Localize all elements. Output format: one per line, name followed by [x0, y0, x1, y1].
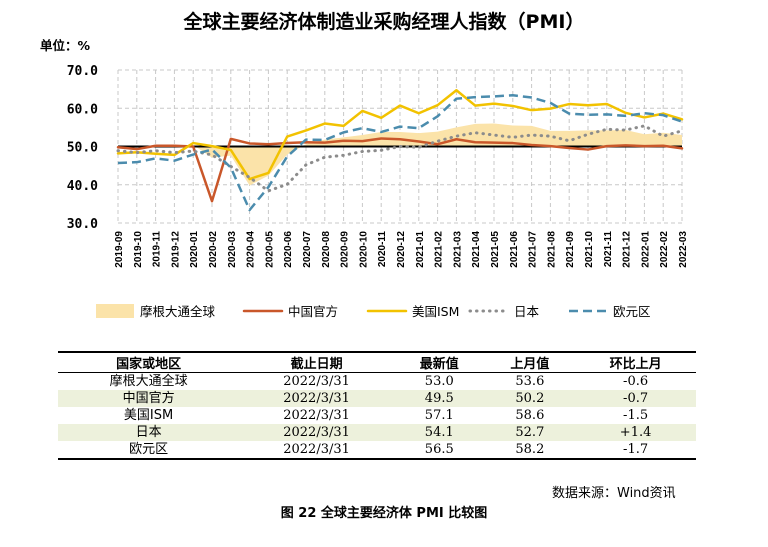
- y-tick-label: 60.0: [67, 102, 98, 117]
- x-tick-label: 2020-06: [283, 231, 294, 268]
- x-tick-label: 2020-01: [189, 231, 200, 268]
- table-cell: -0.6: [623, 374, 649, 389]
- grid: [117, 69, 683, 224]
- x-tick-label: 2020-08: [321, 231, 332, 268]
- chart-title: 全球主要经济体制造业采购经理人指数（PMI）: [183, 10, 585, 33]
- x-tick-label: 2021-06: [509, 231, 520, 268]
- x-tick-label: 2021-04: [471, 231, 482, 268]
- table-header-cell: 截止日期: [239, 351, 394, 373]
- table-cell: 2022/3/31: [239, 424, 394, 441]
- table-cell: 中国官方: [58, 390, 240, 407]
- legend: 摩根大通全球 中国官方 美国ISM 日本 欧元区: [96, 304, 651, 319]
- x-tick-label: 2019-09: [114, 231, 125, 268]
- series-line: [116, 137, 684, 203]
- table-row: 美国ISM 2022/3/31 57.1 58.6 -1.5: [58, 407, 696, 424]
- table-header-cell: 最新值: [393, 351, 485, 373]
- x-tick-label: 2021-05: [490, 231, 501, 268]
- line-layer: [116, 89, 684, 212]
- series-area: [118, 123, 682, 186]
- x-tick-label: 2020-02: [208, 231, 219, 268]
- table-row: 摩根大通全球 2022/3/31 53.0 53.6 -0.6: [58, 373, 696, 391]
- x-tick-label: 2021-10: [584, 231, 595, 268]
- area-layer: [118, 123, 682, 186]
- table-cell: 58.6: [515, 408, 545, 423]
- table-cell: -1.7: [575, 441, 696, 460]
- x-tick-label: 2020-10: [358, 231, 369, 268]
- y-tick-label: 30.0: [67, 217, 98, 232]
- table-cell: 56.5: [393, 441, 485, 460]
- x-tick-label: 2021-01: [415, 231, 426, 268]
- table-row: 欧元区 2022/3/31 56.5 58.2 -1.7: [58, 441, 696, 460]
- x-tick-label: 2019-10: [133, 231, 144, 268]
- x-tick-label: 2021-02: [434, 231, 445, 268]
- table-header-cell: 国家或地区: [58, 351, 240, 373]
- legend-label: 日本: [514, 304, 540, 319]
- y-tick-label: 50.0: [67, 141, 98, 156]
- table-cell: 57.1: [424, 408, 454, 423]
- table-cell: 53.6: [515, 374, 545, 389]
- table-cell: +1.4: [575, 424, 696, 441]
- table-header-cell: 环比上月: [575, 351, 696, 373]
- legend-label: 欧元区: [613, 304, 651, 319]
- pmi-table: 国家或地区 截止日期 最新值 上月值 环比上月 摩根大通全球 2022/3/31…: [58, 351, 696, 460]
- table-header-row: 国家或地区 截止日期 最新值 上月值 环比上月: [58, 351, 696, 373]
- x-tick-label: 2021-08: [546, 231, 557, 268]
- table-cell: -0.7: [575, 390, 696, 407]
- legend-label: 美国ISM: [412, 304, 459, 319]
- x-axis: 2019-09 2019-10 2019-11 2019-12 2020-01 2020-…: [114, 231, 689, 268]
- table-cell: 58.2: [484, 441, 576, 460]
- table-cell: 摩根大通全球: [109, 374, 188, 389]
- table-cell: 欧元区: [58, 441, 240, 460]
- x-tick-label: 2021-03: [452, 231, 463, 268]
- x-tick-label: 2020-11: [377, 231, 388, 268]
- unit-label: 单位：%: [40, 38, 91, 53]
- table-row: 中国官方 2022/3/31 49.5 50.2 -0.7: [58, 390, 696, 407]
- table-cell: 日本: [58, 424, 240, 441]
- table-cell: 2022/3/31: [283, 374, 350, 389]
- x-tick-label: 2022-01: [640, 231, 651, 268]
- table-cell: -1.5: [623, 408, 649, 423]
- x-tick-label: 2020-05: [264, 231, 275, 268]
- table-cell: 2022/3/31: [283, 408, 350, 423]
- series-line: [117, 93, 683, 212]
- x-tick-label: 2020-03: [227, 231, 238, 268]
- pmi-chart: 全球主要经济体制造业采购经理人指数（PMI） 单位：% 30.0 40.0 50.0…: [40, 10, 689, 319]
- series-line: [116, 89, 684, 181]
- data-source: 数据来源：Wind资讯: [552, 486, 676, 501]
- x-tick-label: 2022-02: [659, 231, 670, 268]
- table-cell: 美国ISM: [123, 408, 174, 423]
- series-line: [116, 124, 684, 193]
- legend-label: 中国官方: [288, 304, 338, 319]
- y-tick-label: 40.0: [67, 179, 98, 194]
- x-tick-label: 2021-12: [622, 231, 633, 268]
- legend-swatch: [96, 304, 134, 318]
- table-cell: 2022/3/31: [239, 441, 394, 460]
- x-tick-label: 2020-04: [246, 231, 257, 268]
- x-tick-label: 2022-03: [678, 231, 689, 268]
- y-axis: 30.0 40.0 50.0 60.0 70.0: [67, 64, 98, 232]
- figure-caption: 图 22 全球主要经济体 PMI 比较图: [280, 506, 488, 521]
- x-tick-label: 2021-07: [528, 231, 539, 268]
- table-cell: 53.0: [424, 374, 454, 389]
- x-tick-label: 2021-11: [603, 231, 614, 268]
- y-tick-label: 70.0: [67, 64, 98, 79]
- x-tick-label: 2021-09: [565, 231, 576, 268]
- table-row: 日本 2022/3/31 54.1 52.7 +1.4: [58, 424, 696, 441]
- x-tick-label: 2019-12: [170, 231, 181, 268]
- x-tick-label: 2020-09: [340, 231, 351, 268]
- table-cell: 50.2: [484, 390, 576, 407]
- x-tick-label: 2020-07: [302, 231, 313, 268]
- table-cell: 52.7: [484, 424, 576, 441]
- table-header-cell: 上月值: [484, 351, 576, 373]
- table-cell: 49.5: [393, 390, 485, 407]
- table-cell: 2022/3/31: [239, 390, 394, 407]
- table-cell: 54.1: [393, 424, 485, 441]
- legend-label: 摩根大通全球: [140, 304, 216, 319]
- x-tick-label: 2020-12: [396, 231, 407, 268]
- x-tick-label: 2019-11: [152, 231, 163, 268]
